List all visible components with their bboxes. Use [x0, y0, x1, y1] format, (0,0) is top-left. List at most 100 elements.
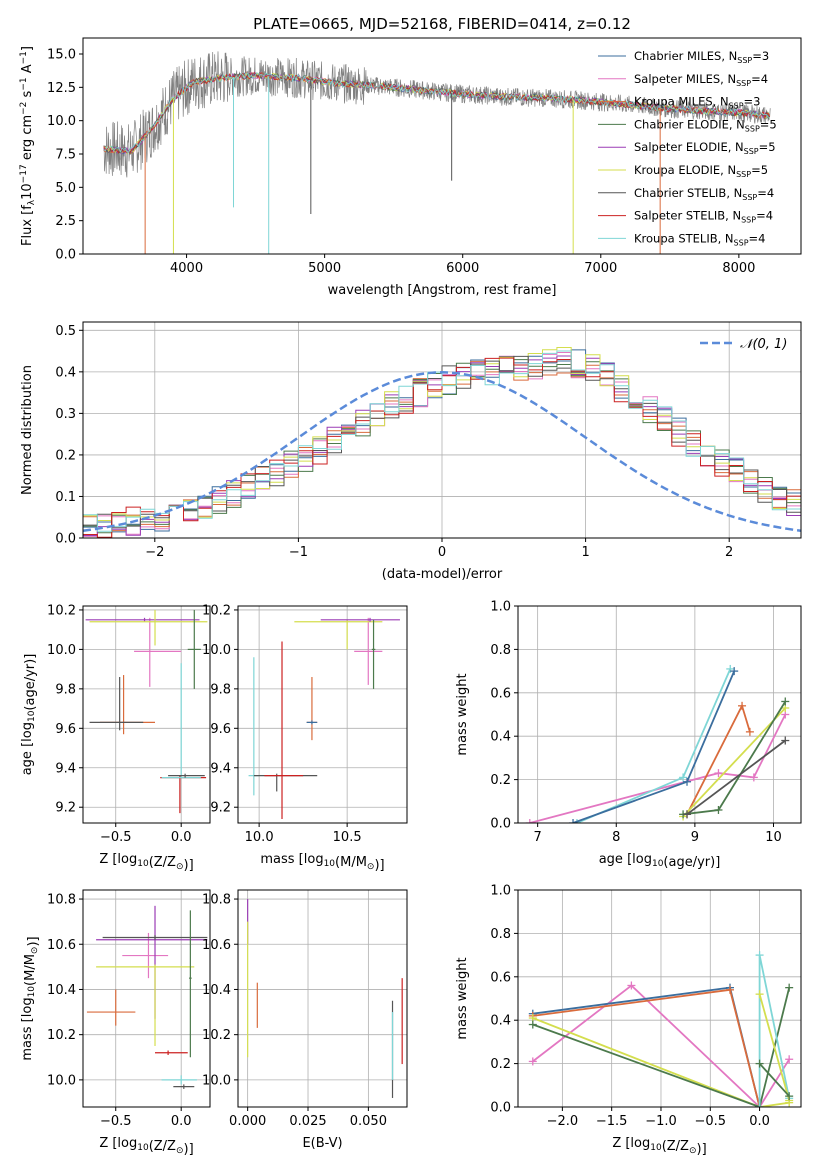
ytick-label: 9.6 [210, 722, 231, 737]
chart-mass_vs_ebv: 0.000 0.025 0.050 10.0 10.2 10.4 10.6 10.8 E(B-V… [202, 889, 408, 1151]
xtick-label: −2.0 [547, 1114, 579, 1129]
legend-entry: Salpeter STELIB, NSSP=4 [634, 209, 773, 225]
ytick-label: 9.2 [55, 801, 76, 816]
chart-spectrum: Chabrier MILES, NSSP=3 Salpeter MILES, NS… [19, 37, 802, 298]
weight-line [758, 1062, 790, 1097]
ytick-label: 10.0 [47, 1073, 76, 1088]
xtick-label: 10.0 [245, 830, 274, 845]
legend-entry: Salpeter ELODIE, NSSP=5 [634, 140, 776, 156]
weight-line [682, 701, 787, 816]
ytick-label: 10.2 [202, 1028, 231, 1043]
weight-line [532, 987, 791, 1107]
legend-entry: Kroupa MILES, NSSP=3 [634, 95, 760, 111]
ytick-label: 5.0 [55, 181, 76, 196]
ytick-label: 0.2 [55, 448, 76, 463]
weight-line [682, 707, 786, 818]
figure-title: PLATE=0665, MJD=52168, FIBERID=0414, z=0… [253, 15, 631, 33]
ytick-label: 0.0 [490, 1101, 511, 1116]
axes-frame [237, 889, 408, 1108]
panels: Chabrier MILES, NSSP=3 Salpeter MILES, NS… [19, 37, 802, 1157]
xtick-label: −0.5 [100, 830, 132, 845]
ytick-label: 0.6 [490, 970, 511, 985]
xtick-label: 0.025 [289, 1114, 326, 1129]
weight-lines [525, 664, 790, 823]
ytick-label: 0.5 [55, 324, 76, 339]
xlabel-mass_vs_ebv: E(B-V) [302, 1136, 342, 1151]
chart-age_vs_mass: 10.0 10.5 9.2 9.4 9.6 9.8 10.0 10.2 mass [log10(… [202, 603, 408, 873]
spectrum-lines [103, 51, 771, 254]
ytick-label: 0.0 [55, 532, 76, 547]
legend-entry: Kroupa STELIB, NSSP=4 [634, 231, 765, 247]
ytick-label: 9.4 [55, 761, 76, 776]
xtick-label: −2 [145, 545, 164, 560]
legend-entry: 𝒩(0, 1) [740, 337, 787, 352]
weight-line [758, 993, 791, 1101]
chart-weight_vs_age: 7 8 9 10 0.0 0.2 0.4 0.6 0.8 1.0 age [log10(age/yr… [455, 600, 802, 870]
xtick-label: 6000 [446, 261, 479, 276]
axes-frame [237, 605, 408, 824]
observed-spectrum [103, 51, 771, 178]
weight-lines [528, 951, 794, 1107]
errorbars [86, 905, 208, 1089]
xtick-label: −1 [289, 545, 308, 560]
xlabel-weight_vs_z: Z [log10(Z/Z⊙)] [612, 1136, 706, 1157]
ytick-label: 10.6 [47, 938, 76, 953]
errorbars [85, 609, 208, 814]
ytick-label: 10.0 [202, 643, 231, 658]
weight-line [532, 984, 790, 1107]
weight-line [532, 988, 761, 1107]
ytick-label: 15.0 [47, 48, 76, 63]
residual-histogram [83, 357, 801, 538]
xtick-label: 8 [612, 830, 620, 845]
ytick-label: 10.0 [47, 114, 76, 129]
ytick-label: 10.0 [47, 643, 76, 658]
xtick-label: −1.5 [596, 1114, 628, 1129]
ylabel-weight_vs_z: mass weight [455, 957, 470, 1039]
xtick-label: 7 [534, 830, 542, 845]
ytick-label: 10.4 [47, 983, 76, 998]
ytick-label: 10.2 [47, 1028, 76, 1043]
xlabel-mass_vs_z: Z [log10(Z/Z⊙)] [99, 1136, 193, 1157]
ytick-label: 10.2 [47, 603, 76, 618]
xtick-label: 0.0 [171, 1114, 192, 1129]
ytick-label: 10.0 [202, 1073, 231, 1088]
ytick-label: 0.4 [55, 365, 76, 380]
ytick-label: 10.8 [47, 893, 76, 908]
xtick-label: 5000 [308, 261, 341, 276]
legend-entry: Kroupa ELODIE, NSSP=5 [634, 163, 768, 179]
xtick-label: −0.5 [694, 1114, 726, 1129]
xtick-label: 10 [765, 830, 782, 845]
errorbars [248, 617, 400, 820]
chart-weight_vs_z: −2.0 −1.5 −1.0 −0.5 0.0 0.0 0.2 0.4 0.6 0.8 1.0 Z [… [455, 884, 802, 1157]
legend-entry: Chabrier STELIB, NSSP=4 [634, 186, 774, 202]
weight-line [529, 714, 787, 823]
axes-frame [82, 889, 211, 1108]
xtick-label: 10.5 [333, 830, 362, 845]
axes-frame [517, 605, 802, 824]
ytick-label: 1.0 [490, 600, 511, 615]
ylabel-weight_vs_age: mass weight [455, 673, 470, 755]
ytick-label: 10.6 [202, 938, 231, 953]
legend-entry: Chabrier ELODIE, NSSP=5 [634, 117, 777, 133]
weight-line [532, 986, 761, 1107]
ytick-label: 9.4 [210, 761, 231, 776]
xtick-label: 0.0 [749, 1114, 770, 1129]
ytick-label: 9.6 [55, 722, 76, 737]
xlabel-residuals: (data-model)/error [382, 567, 503, 582]
errorbars [247, 899, 403, 1098]
ytick-label: 0.1 [55, 490, 76, 505]
weight-line [572, 670, 736, 823]
ylabel-spectrum: Flux [fλ10−17 erg cm−2 s−1 A−1] [19, 46, 37, 246]
ytick-label: 10.2 [202, 603, 231, 618]
ytick-label: 0.2 [490, 1057, 511, 1072]
xtick-label: 7000 [584, 261, 617, 276]
ytick-label: 9.2 [210, 801, 231, 816]
ytick-label: 0.2 [490, 773, 511, 788]
legend: Chabrier MILES, NSSP=3 Salpeter MILES, NS… [598, 49, 777, 247]
model-spectrum [103, 72, 771, 154]
xlabel-weight_vs_age: age [log10(age/yr)] [599, 852, 721, 870]
xtick-label: 8000 [722, 261, 755, 276]
ylabel-age_vs_z: age [log10(age/yr)] [20, 654, 38, 776]
ytick-label: 0.8 [490, 927, 511, 942]
ylabel-residuals: Normed distribution [20, 365, 35, 495]
